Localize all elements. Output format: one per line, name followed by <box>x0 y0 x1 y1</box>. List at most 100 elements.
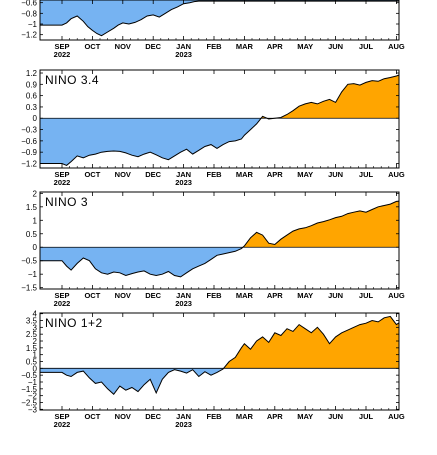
y-tick-label: −1 <box>28 270 38 279</box>
y-tick-label: −0.8 <box>21 9 37 18</box>
panel-title: NINO 1+2 <box>45 316 103 330</box>
month-label-apr: APR <box>267 291 283 300</box>
y-tick-label: 1.5 <box>26 344 38 353</box>
y-tick-label: −0.9 <box>21 148 37 157</box>
negative-anomaly-area <box>40 247 243 277</box>
y-tick-label: 2.5 <box>26 330 38 339</box>
month-label-jan: JAN <box>176 291 191 300</box>
month-label-jul: JUL <box>359 170 374 179</box>
y-tick-label: −2.5 <box>21 398 37 407</box>
month-label-feb: FEB <box>207 170 223 179</box>
month-label-nov: NOV <box>115 412 131 421</box>
month-label-jan: JAN <box>176 42 191 51</box>
panel-title: NINO 3 <box>45 195 88 209</box>
y-tick-label: 0 <box>33 243 38 252</box>
month-label-dec: DEC <box>145 412 161 421</box>
panel-frame <box>39 69 400 169</box>
month-label-oct: OCT <box>84 412 100 421</box>
month-label-jan: JAN <box>176 170 191 179</box>
year-label: 2023 <box>175 50 192 59</box>
y-tick-label: −1.5 <box>21 284 37 293</box>
month-label-mar: MAR <box>236 42 254 51</box>
negative-anomaly-area <box>40 0 399 36</box>
anomaly-line <box>40 199 399 278</box>
y-tick-label: 4 <box>33 310 38 319</box>
month-label-dec: DEC <box>145 42 161 51</box>
month-label-jun: JUN <box>328 412 343 421</box>
month-label-nov: NOV <box>115 291 131 300</box>
month-label-sep: SEP <box>54 291 69 300</box>
y-tick-label: 1 <box>33 216 38 225</box>
y-tick-label: −0.5 <box>21 371 37 380</box>
panel-4: 43.532.521.510.50−0.5−1−1.5−2−2.5−3 SEP OC… <box>21 310 405 429</box>
month-label-jun: JUN <box>328 42 343 51</box>
month-label-sep: SEP <box>54 412 69 421</box>
month-label-nov: NOV <box>115 42 131 51</box>
y-tick-label: −0.6 <box>21 137 37 146</box>
y-tick-label: 3 <box>33 323 38 332</box>
panel-frame <box>39 191 400 290</box>
month-label-oct: OCT <box>84 170 100 179</box>
month-label-aug: AUG <box>388 412 405 421</box>
panel-frame <box>39 0 400 41</box>
month-label-apr: APR <box>267 412 283 421</box>
year-label: 2022 <box>54 50 71 59</box>
y-tick-label: 1.2 <box>26 69 38 78</box>
y-tick-label: −0.5 <box>21 257 37 266</box>
y-tick-label: −3 <box>28 405 38 414</box>
negative-anomaly-area <box>40 368 224 395</box>
y-tick-label: −0.6 <box>21 0 37 8</box>
month-label-feb: FEB <box>207 412 223 421</box>
month-label-mar: MAR <box>236 170 254 179</box>
month-label-may: MAY <box>297 42 313 51</box>
month-label-feb: FEB <box>207 291 223 300</box>
y-tick-label: −1 <box>28 20 38 29</box>
month-label-may: MAY <box>297 291 313 300</box>
year-label: 2023 <box>175 299 192 308</box>
y-tick-label: −0.3 <box>21 126 37 135</box>
anomaly-line <box>40 315 399 396</box>
month-label-jul: JUL <box>359 42 374 51</box>
positive-anomaly-area <box>40 74 399 119</box>
month-label-aug: AUG <box>388 291 405 300</box>
month-label-may: MAY <box>297 170 313 179</box>
y-tick-label: 0.5 <box>26 358 38 367</box>
panel-3: 2 1.5 1 0.5 0 −0.5 −1 −1.5 SEP OCT NOV DEC JAN FEB MAR… <box>21 189 405 308</box>
month-label-jul: JUL <box>359 412 374 421</box>
year-label: 2022 <box>54 299 71 308</box>
y-tick-label: 2 <box>33 189 38 198</box>
month-label-dec: DEC <box>145 291 161 300</box>
anomaly-line <box>40 74 399 166</box>
y-tick-label: 2 <box>33 337 38 346</box>
month-label-oct: OCT <box>84 42 100 51</box>
year-label: 2023 <box>175 178 192 187</box>
y-tick-label: −1.5 <box>21 385 37 394</box>
month-label-apr: APR <box>267 42 283 51</box>
y-tick-label: 0 <box>33 364 38 373</box>
y-tick-label: −1 <box>28 378 38 387</box>
y-tick-label: −1.2 <box>21 31 37 40</box>
month-label-dec: DEC <box>145 170 161 179</box>
y-tick-label: 0.5 <box>26 230 38 239</box>
y-tick-label: 1 <box>33 351 38 360</box>
month-label-apr: APR <box>267 170 283 179</box>
month-label-aug: AUG <box>388 42 405 51</box>
positive-anomaly-area <box>40 200 399 248</box>
negative-anomaly-area <box>40 118 275 166</box>
month-label-oct: OCT <box>84 291 100 300</box>
panel-1: −0.6−0.8 −1 −1.2 SEP OCT NOV DEC JAN FEB MAR APR MA… <box>21 0 405 59</box>
month-label-sep: SEP <box>54 42 69 51</box>
positive-anomaly-area <box>40 316 399 369</box>
y-tick-label: 1.5 <box>26 203 38 212</box>
month-label-jun: JUN <box>328 291 343 300</box>
month-label-mar: MAR <box>236 291 254 300</box>
year-label: 2022 <box>54 420 71 429</box>
month-label-mar: MAR <box>236 412 254 421</box>
month-label-aug: AUG <box>388 170 405 179</box>
anomaly-line <box>40 0 399 37</box>
y-tick-label: 0.9 <box>26 80 38 89</box>
month-label-sep: SEP <box>54 170 69 179</box>
year-label: 2022 <box>54 178 71 187</box>
year-label: 2023 <box>175 420 192 429</box>
